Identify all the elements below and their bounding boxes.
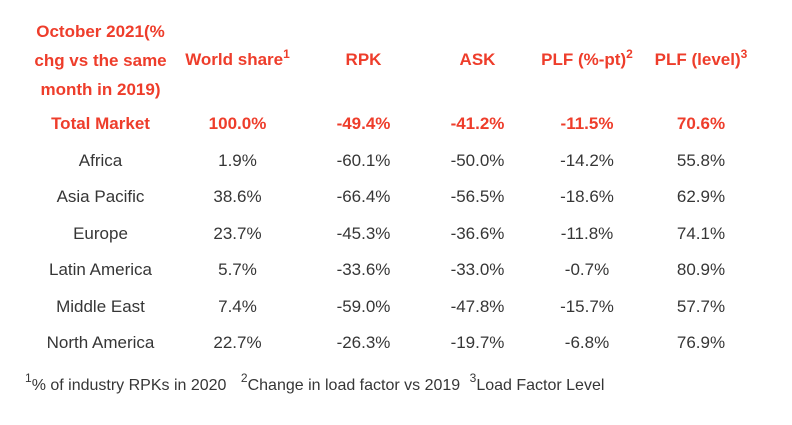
row-asia-pacific-world-share: 38.6% xyxy=(213,187,262,207)
row-middle-east-plf-pt: -15.7% xyxy=(560,296,614,316)
row-europe-plf-pt: -11.8% xyxy=(560,223,614,243)
row-middle-east-plf-level: 57.7% xyxy=(676,296,726,316)
footnote-2: 2Change in load factor vs 2019 xyxy=(241,372,461,394)
row-africa-ask: -50.0% xyxy=(450,150,505,170)
footnote-2-text: Change in load factor vs 2019 xyxy=(247,376,461,394)
col-header-world-share-label: World share xyxy=(185,50,284,69)
row-asia-pacific-plf-pt: -18.6% xyxy=(560,187,614,207)
row-latin-america-plf-level: 80.9% xyxy=(676,260,726,280)
table-title-line-1: October 2021(% xyxy=(36,21,165,41)
col-header-ask: ASK xyxy=(423,14,532,106)
row-africa-region: Africa xyxy=(78,150,123,170)
row-europe-ask: -36.6% xyxy=(450,223,505,243)
col-header-rpk: RPK xyxy=(304,14,423,106)
footnote-1: 1% of industry RPKs in 2020 xyxy=(25,372,227,394)
col-header-rpk-label: RPK xyxy=(345,50,382,69)
row-total-market-region: Total Market xyxy=(51,114,150,134)
row-total-market-world-share: 100.0% xyxy=(208,114,267,134)
row-africa-plf-pt: -14.2% xyxy=(560,150,614,170)
air-passenger-market-table: October 2021(% chg vs the same month in … xyxy=(30,14,792,362)
col-header-plf-pt: PLF (%-pt) 2 xyxy=(541,47,633,69)
row-latin-america-region: Latin America xyxy=(49,260,152,280)
row-asia-pacific-region: Asia Pacific xyxy=(56,187,145,207)
col-header-ask-label: ASK xyxy=(459,50,496,69)
footnote-3: 3Load Factor Level xyxy=(470,372,605,394)
table-title: October 2021(% chg vs the same month in … xyxy=(30,14,171,106)
row-total-market-plf-level: 70.6% xyxy=(676,114,726,134)
footnote-2-marker: 2 xyxy=(240,371,248,386)
row-asia-pacific-plf-level: 62.9% xyxy=(676,187,726,207)
row-middle-east-ask: -47.8% xyxy=(450,296,505,316)
footnote-1-marker: 1 xyxy=(25,371,32,386)
footnote-1-text: % of industry RPKs in 2020 xyxy=(31,376,227,394)
row-europe-world-share: 23.7% xyxy=(213,223,262,243)
table-title-line-2: chg vs the same xyxy=(34,50,167,70)
row-latin-america-plf-pt: -0.7% xyxy=(564,260,610,280)
footnotes: 1% of industry RPKs in 2020 2Change in l… xyxy=(25,372,792,395)
row-africa-world-share: 1.9% xyxy=(218,150,257,170)
row-africa-rpk: -60.1% xyxy=(336,150,391,170)
row-middle-east-rpk: -59.0% xyxy=(336,296,391,316)
col-header-plf-level-label: PLF (level) xyxy=(654,50,741,69)
row-north-america-plf-level: 76.9% xyxy=(676,333,726,353)
row-total-market-rpk: -49.4% xyxy=(336,114,391,134)
row-total-market-ask: -41.2% xyxy=(450,114,505,134)
row-total-market-plf-pt: -11.5% xyxy=(560,114,614,134)
row-asia-pacific-ask: -56.5% xyxy=(450,187,505,207)
row-europe-region: Europe xyxy=(73,223,128,243)
row-africa-plf-level: 55.8% xyxy=(676,150,726,170)
row-north-america-world-share: 22.7% xyxy=(213,333,262,353)
row-latin-america-ask: -33.0% xyxy=(450,260,505,280)
row-north-america-rpk: -26.3% xyxy=(336,333,391,353)
row-middle-east-world-share: 7.4% xyxy=(218,296,257,316)
row-north-america-plf-pt: -6.8% xyxy=(564,333,610,353)
col-header-plf-level: PLF (level) 3 xyxy=(654,47,748,69)
row-north-america-ask: -19.7% xyxy=(450,333,505,353)
row-north-america-region: North America xyxy=(46,333,155,353)
table-title-line-3: month in 2019) xyxy=(40,79,161,99)
col-header-plf-pt-label: PLF (%-pt) xyxy=(541,50,627,69)
row-middle-east-region: Middle East xyxy=(56,296,145,316)
row-latin-america-rpk: -33.6% xyxy=(336,260,391,280)
col-header-world-share: World share 1 xyxy=(185,47,290,69)
footnote-3-marker: 3 xyxy=(469,371,477,386)
row-latin-america-world-share: 5.7% xyxy=(218,260,257,280)
row-europe-rpk: -45.3% xyxy=(336,223,391,243)
row-europe-plf-level: 74.1% xyxy=(676,223,726,243)
row-asia-pacific-rpk: -66.4% xyxy=(336,187,391,207)
footnote-3-text: Load Factor Level xyxy=(476,376,605,394)
